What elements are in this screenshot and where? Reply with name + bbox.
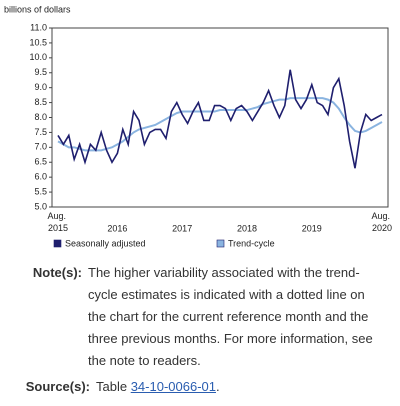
source-row: Source(s): Table 34-10-0066-01. [0, 376, 400, 398]
y-tick-label: 6.0 [34, 172, 47, 182]
legend-swatch [216, 239, 225, 248]
y-tick-label: 7.5 [34, 127, 47, 137]
source-prefix: Table [96, 379, 131, 394]
x-tick-label: Aug. 2020 [371, 211, 392, 233]
legend-label: Seasonally adjusted [65, 238, 146, 248]
y-tick-label: 9.0 [34, 82, 47, 92]
y-axis-title: billions of dollars [4, 4, 71, 14]
notes: Note(s): The higher variability associat… [0, 262, 400, 398]
x-tick-label: Aug. 2015 [47, 211, 68, 233]
chart: billions of dollars 5.0 5.5 6.0 6.5 7.0 7.5 8.… [4, 4, 393, 248]
x-tick-label: 2018 [237, 223, 257, 233]
note-row: Note(s): The higher variability associat… [0, 262, 400, 372]
source-suffix: . [216, 379, 220, 394]
y-tick-label: 7.0 [34, 142, 47, 152]
y-tick-label: 10.0 [29, 52, 47, 62]
y-tick-label: 5.5 [34, 186, 47, 196]
y-tick-label: 6.5 [34, 157, 47, 167]
y-tick-label: 8.0 [34, 112, 47, 122]
y-tick-label: 9.5 [34, 67, 47, 77]
plot-frame [51, 27, 389, 208]
y-tick-label: 11.0 [30, 22, 47, 32]
source-text: Table 34-10-0066-01. [96, 376, 220, 398]
y-tick-label: 8.5 [34, 97, 47, 107]
line-series [57, 97, 383, 152]
x-tick-label: 2016 [107, 223, 127, 233]
legend-swatch [53, 239, 62, 248]
y-tick-label: 5.0 [34, 201, 47, 211]
y-tick-label: 10.5 [29, 37, 47, 47]
x-tick-label: 2017 [172, 223, 192, 233]
legend-label: Trend-cycle [228, 238, 275, 248]
source-label: Source(s): [25, 379, 90, 394]
x-tick-label: 2019 [302, 223, 322, 233]
note-text: The higher variability associated with t… [88, 265, 373, 368]
source-link[interactable]: 34-10-0066-01 [130, 379, 216, 394]
line-series [57, 69, 383, 169]
note-label: Note(s): [32, 265, 82, 280]
